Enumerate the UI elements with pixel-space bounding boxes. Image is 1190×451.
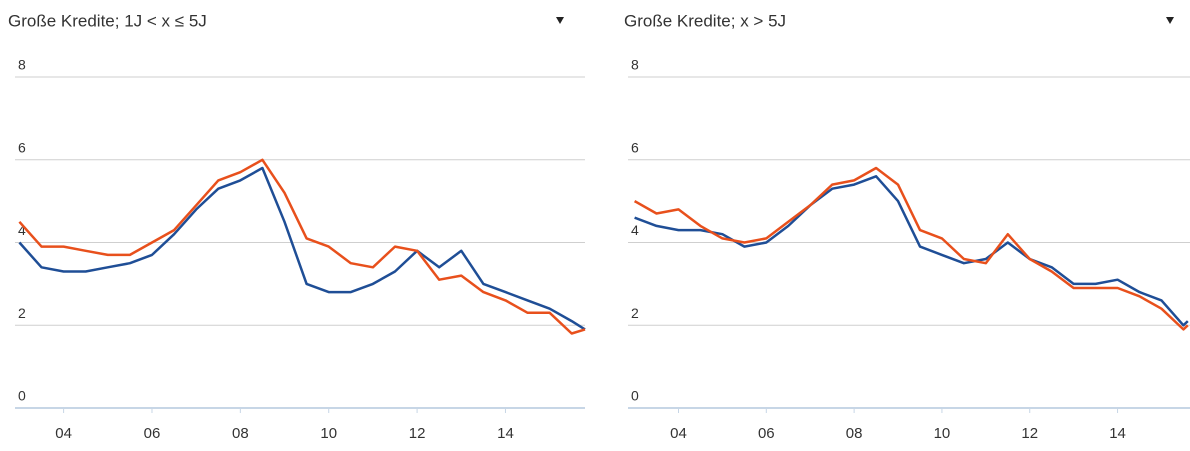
dropdown-toggle[interactable] [556, 17, 564, 24]
y-tick-label: 6 [18, 139, 26, 155]
x-tick-label: 12 [409, 425, 426, 442]
x-tick-label: 10 [934, 425, 951, 442]
y-tick-label: 8 [631, 57, 639, 73]
x-tick-label: 10 [320, 425, 337, 442]
x-tick-label: 14 [1109, 425, 1126, 442]
y-tick-label: 2 [631, 305, 639, 321]
x-tick-label: 12 [1021, 425, 1038, 442]
y-tick-label: 6 [631, 139, 639, 155]
y-tick-label: 8 [18, 57, 26, 73]
x-tick-label: 06 [758, 425, 775, 442]
x-tick-label: 14 [497, 425, 514, 442]
series-line [18, 158, 586, 335]
dropdown-toggle[interactable] [1166, 17, 1174, 24]
y-tick-label: 4 [631, 222, 639, 238]
y-tick-label: 0 [631, 388, 639, 404]
chart-title: Große Kredite; x > 5J [624, 11, 786, 30]
x-tick-label: 08 [232, 425, 249, 442]
x-tick-label: 06 [144, 425, 161, 442]
series-line [18, 166, 586, 331]
series-line [633, 166, 1189, 331]
y-tick-label: 2 [18, 305, 26, 321]
chart-title: Große Kredite; 1J < x ≤ 5J [8, 11, 207, 30]
x-tick-label: 04 [670, 425, 687, 442]
x-tick-label: 08 [846, 425, 863, 442]
y-tick-label: 0 [18, 388, 26, 404]
x-tick-label: 04 [55, 425, 72, 442]
series-line [634, 175, 1189, 327]
y-tick-label: 4 [18, 222, 26, 238]
